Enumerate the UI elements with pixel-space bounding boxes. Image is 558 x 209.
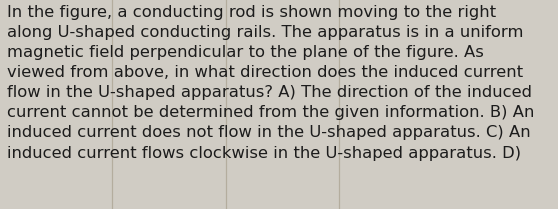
Text: In the figure, a conducting rod is shown moving to the right
along U-shaped cond: In the figure, a conducting rod is shown… [7, 5, 534, 161]
